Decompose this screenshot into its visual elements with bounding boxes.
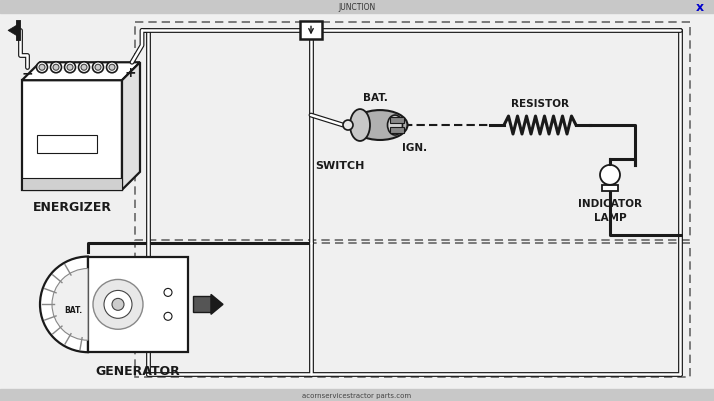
Circle shape (164, 289, 172, 297)
Text: −: − (21, 66, 33, 80)
Circle shape (112, 299, 124, 310)
Bar (37, 136, 97, 154)
Text: BAT.: BAT. (363, 93, 388, 103)
Text: x: x (696, 2, 704, 14)
Polygon shape (211, 295, 223, 314)
Text: SWITCH: SWITCH (316, 160, 365, 170)
Bar (22, 178, 122, 190)
Circle shape (79, 63, 89, 73)
Text: +: + (124, 66, 136, 80)
Circle shape (53, 65, 59, 71)
Bar (390, 128, 404, 134)
Circle shape (36, 63, 48, 73)
Bar (88, 257, 188, 352)
Bar (390, 118, 404, 124)
Bar (602, 185, 618, 191)
Circle shape (39, 65, 45, 71)
Text: RESISTOR: RESISTOR (511, 99, 569, 109)
Text: acornservicestractor parts.com: acornservicestractor parts.com (303, 392, 411, 398)
Ellipse shape (350, 110, 370, 142)
Circle shape (600, 166, 620, 185)
Ellipse shape (388, 116, 403, 136)
Text: INDICATOR
LAMP: INDICATOR LAMP (578, 198, 642, 222)
Bar (300, 22, 322, 40)
Text: IGN.: IGN. (402, 143, 427, 152)
Circle shape (81, 65, 87, 71)
Polygon shape (8, 25, 18, 37)
Text: GENERATOR: GENERATOR (96, 364, 181, 377)
Circle shape (106, 63, 118, 73)
Circle shape (164, 312, 172, 320)
Text: BAT.: BAT. (64, 305, 82, 314)
Bar (0, 389, 714, 401)
Circle shape (64, 63, 76, 73)
Ellipse shape (353, 111, 408, 141)
Bar (22, 81, 122, 190)
Circle shape (93, 280, 143, 330)
Circle shape (93, 63, 104, 73)
Circle shape (343, 121, 353, 131)
Circle shape (67, 65, 73, 71)
Circle shape (109, 65, 115, 71)
Circle shape (51, 63, 61, 73)
Polygon shape (122, 63, 140, 190)
Bar (0, 2, 714, 14)
Wedge shape (52, 269, 88, 340)
Bar (193, 297, 211, 312)
Wedge shape (40, 257, 88, 352)
Bar (135, 23, 690, 240)
Text: ENERGIZER: ENERGIZER (33, 201, 111, 214)
Circle shape (104, 291, 132, 318)
Circle shape (95, 65, 101, 71)
Bar (135, 243, 690, 377)
Text: JUNCTION: JUNCTION (338, 4, 376, 12)
Polygon shape (22, 63, 140, 81)
